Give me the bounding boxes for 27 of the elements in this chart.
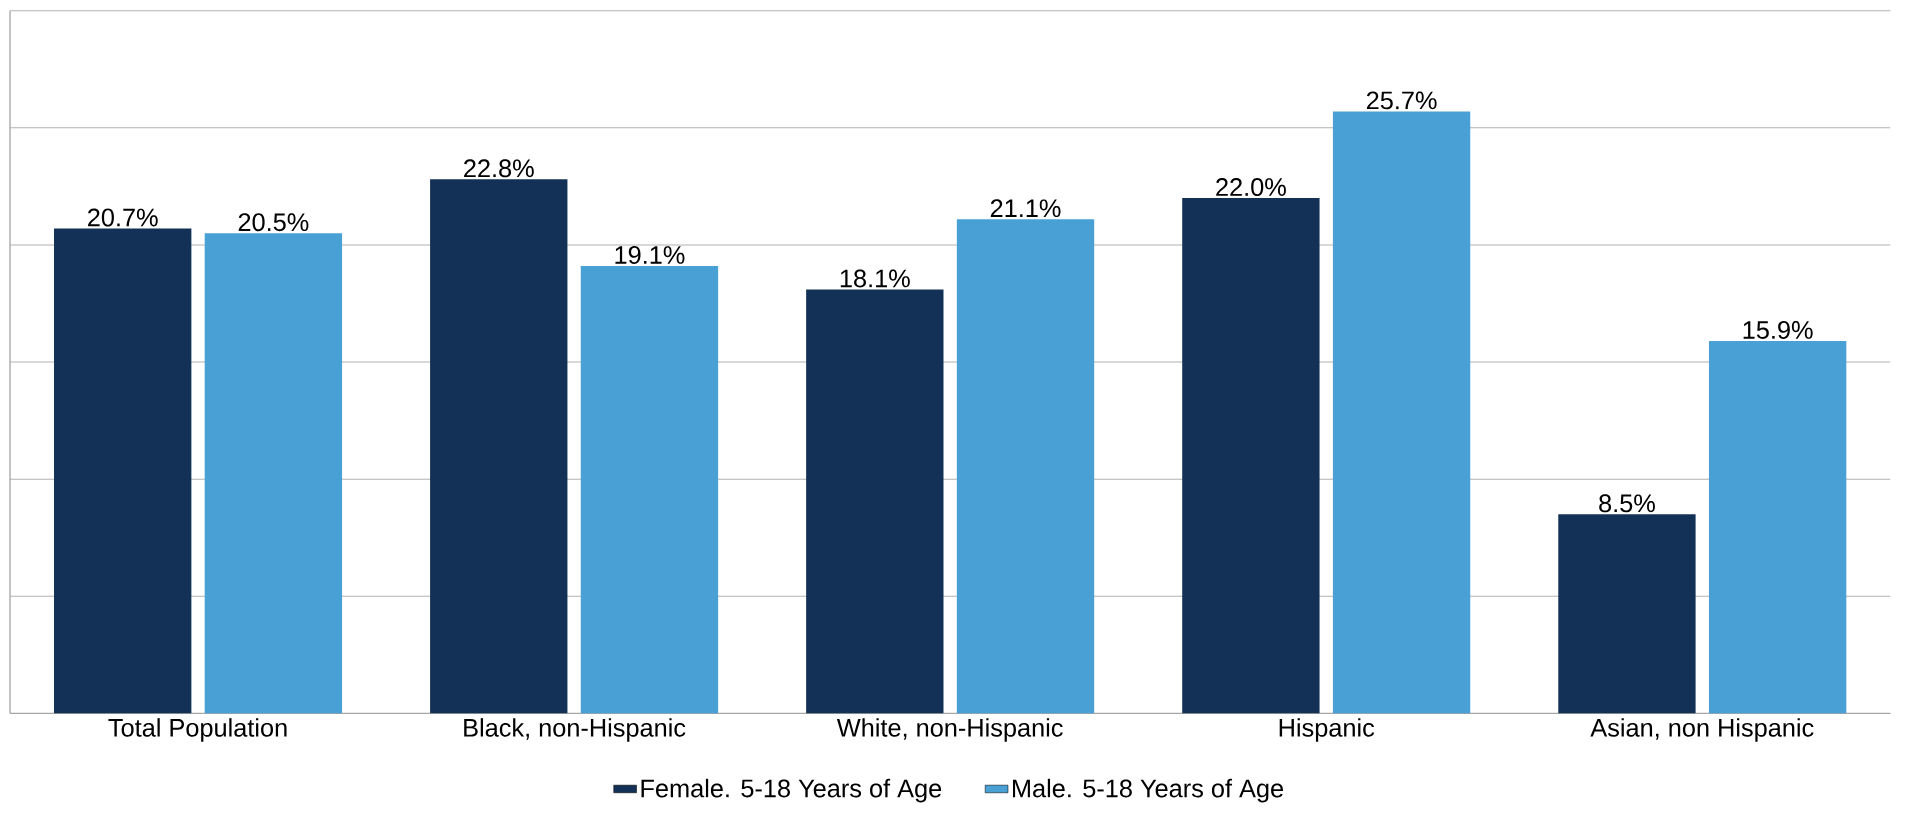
data-label: 8.5% [1599, 494, 1655, 513]
bar [806, 289, 944, 714]
data-label: 25.7% [1366, 91, 1437, 110]
x-tick-label: Black, non-Hispanic [464, 718, 686, 742]
x-tick-label: Hispanic [1279, 718, 1375, 742]
data-label: 20.5% [238, 213, 309, 232]
data-label: 20.7% [88, 208, 158, 227]
bar [430, 179, 568, 714]
bar [204, 233, 343, 714]
bar [1558, 514, 1696, 714]
data-label: 18.1% [840, 269, 910, 288]
legend-label: Male. 5-18 Years of Age [1012, 778, 1284, 803]
data-label: 19.1% [615, 245, 685, 264]
data-label: 22.0% [1216, 178, 1286, 196]
data-label: 22.8% [464, 159, 534, 178]
legend-label: Female. 5-18 Years of Age [641, 778, 942, 803]
bar [1708, 340, 1847, 714]
bar [580, 265, 719, 714]
bar [1332, 111, 1471, 714]
data-label: 21.1% [990, 199, 1061, 218]
bar [956, 219, 1095, 714]
x-tick-label: Total Population [108, 718, 287, 742]
x-tick-label: Asian, non Hispanic [1590, 718, 1814, 742]
bar [1182, 198, 1320, 714]
x-tick-label: White, non-Hispanic [836, 718, 1063, 742]
bar [54, 228, 192, 714]
data-label: 15.9% [1743, 320, 1813, 339]
